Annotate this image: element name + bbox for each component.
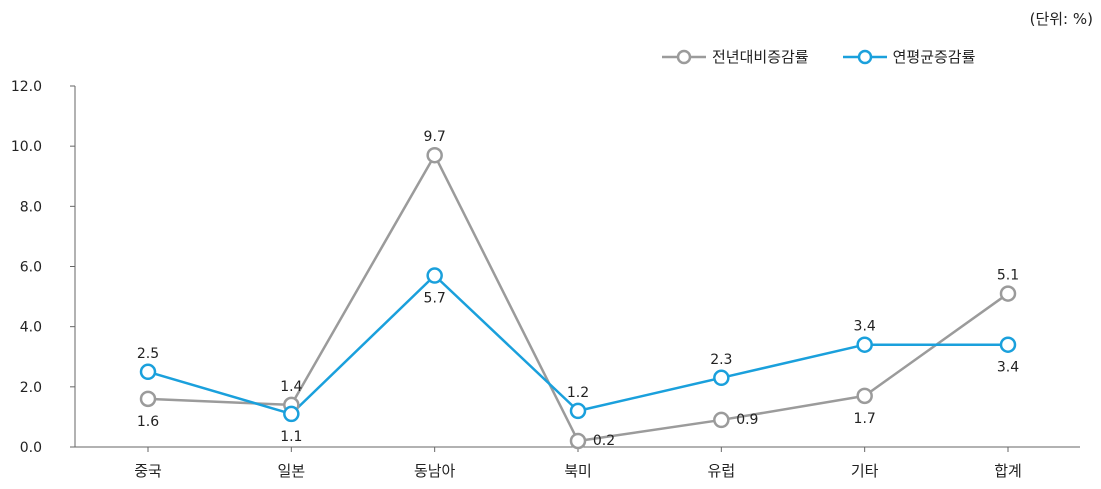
y-tick-label: 10.0 bbox=[11, 139, 42, 155]
x-tick-label: 합계 bbox=[994, 462, 1022, 480]
data-point-0 bbox=[999, 285, 1017, 302]
data-point-1 bbox=[856, 336, 873, 353]
data-point-1 bbox=[283, 405, 300, 423]
x-tick-label: 동남아 bbox=[414, 462, 456, 480]
data-label: 2.5 bbox=[137, 346, 159, 362]
data-label: 3.4 bbox=[997, 360, 1019, 376]
legend-item-yoy: 전년대비증감률 bbox=[662, 46, 809, 67]
x-tick-label: 중국 bbox=[134, 462, 162, 480]
data-label: 1.7 bbox=[854, 411, 876, 427]
y-tick-label: 12.0 bbox=[11, 79, 42, 95]
legend-marker-cagr bbox=[842, 49, 887, 64]
y-tick-label: 2.0 bbox=[20, 380, 42, 396]
y-tick-label: 0.0 bbox=[20, 440, 42, 456]
x-tick-label: 일본 bbox=[278, 462, 306, 480]
data-label: 0.2 bbox=[593, 433, 615, 449]
data-label: 5.1 bbox=[997, 268, 1019, 284]
legend: 전년대비증감률 연평균증감률 bbox=[662, 46, 975, 67]
data-point-1 bbox=[139, 363, 157, 381]
data-point-1 bbox=[713, 369, 730, 387]
data-point-1 bbox=[426, 267, 443, 284]
unit-label: (단위: %) bbox=[1029, 10, 1093, 28]
data-label: 5.7 bbox=[424, 291, 446, 307]
legend-label-yoy: 전년대비증감률 bbox=[712, 48, 809, 66]
y-tick-label: 6.0 bbox=[20, 260, 42, 276]
data-point-0 bbox=[569, 432, 587, 450]
data-point-1 bbox=[569, 402, 587, 420]
data-label: 1.6 bbox=[137, 414, 159, 430]
data-label: 1.4 bbox=[280, 379, 302, 395]
data-point-0 bbox=[856, 387, 873, 405]
x-tick-label: 기타 bbox=[851, 462, 879, 480]
data-label: 1.2 bbox=[567, 385, 589, 401]
legend-marker-yoy bbox=[662, 49, 706, 64]
x-tick-label: 유럽 bbox=[708, 462, 736, 480]
data-point-1 bbox=[999, 336, 1017, 353]
data-point-0 bbox=[426, 146, 443, 164]
data-label: 9.7 bbox=[424, 129, 446, 145]
data-point-0 bbox=[139, 390, 157, 408]
legend-label-cagr: 연평균증감률 bbox=[892, 48, 976, 66]
y-tick-label: 4.0 bbox=[20, 320, 42, 336]
data-point-0 bbox=[713, 411, 730, 429]
y-tick-label: 8.0 bbox=[20, 199, 42, 215]
data-label: 3.4 bbox=[854, 319, 876, 335]
data-label: 1.1 bbox=[280, 429, 302, 445]
legend-item-cagr: 연평균증감률 bbox=[842, 46, 976, 67]
data-label: 2.3 bbox=[710, 352, 732, 368]
data-label: 0.9 bbox=[736, 412, 758, 428]
x-tick-label: 북미 bbox=[564, 462, 592, 480]
